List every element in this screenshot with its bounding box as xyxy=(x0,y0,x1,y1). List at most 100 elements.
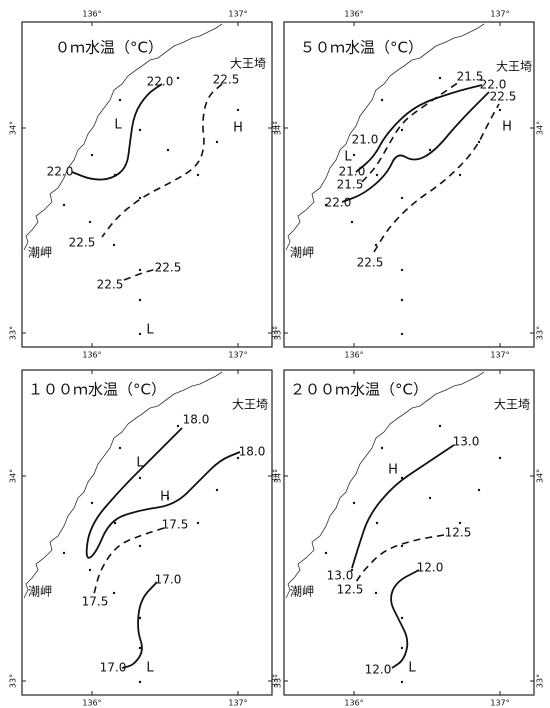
station xyxy=(428,496,432,500)
station xyxy=(90,153,94,157)
lat-label: 34° xyxy=(271,469,280,483)
coastline xyxy=(23,23,223,251)
isotherm-solid xyxy=(121,581,158,669)
place-label: 大王埼 xyxy=(230,57,266,71)
station xyxy=(477,140,481,144)
contour-label: 22.0 xyxy=(325,196,352,210)
contour-label: 22.5 xyxy=(490,90,517,104)
station xyxy=(90,501,94,505)
pressure-marker: L xyxy=(146,323,154,338)
station xyxy=(324,203,328,207)
contour-label: 22.5 xyxy=(155,261,182,275)
station xyxy=(352,501,356,505)
station xyxy=(138,476,142,480)
station xyxy=(400,616,404,620)
pressure-marker: H xyxy=(388,463,398,478)
pressure-marker: L xyxy=(146,661,154,676)
lat-label: 33° xyxy=(536,326,545,340)
station xyxy=(400,544,404,548)
isotherm-solid xyxy=(71,83,163,181)
pressure-marker: H xyxy=(502,120,512,135)
station xyxy=(350,568,354,572)
isotherm-dashed xyxy=(123,267,161,281)
station xyxy=(138,298,142,302)
station xyxy=(374,243,378,247)
lon-label: 137° xyxy=(490,10,509,19)
contour-label: 22.5 xyxy=(97,278,124,292)
station xyxy=(438,76,442,80)
contour-label: 18.0 xyxy=(183,413,210,427)
contour-label: 17.5 xyxy=(162,518,189,532)
station xyxy=(138,680,142,684)
station xyxy=(236,456,240,460)
station xyxy=(400,646,404,650)
lon-label: 137° xyxy=(490,699,509,708)
station xyxy=(138,616,142,620)
pressure-marker: L xyxy=(136,456,144,471)
lat-label: 34° xyxy=(9,121,18,135)
lat-label: 34° xyxy=(9,469,18,483)
lon-label: 137° xyxy=(228,699,247,708)
isotherm-solid xyxy=(355,84,483,173)
pressure-marker: H xyxy=(233,121,243,136)
lat-label: 33° xyxy=(536,674,545,688)
station xyxy=(215,488,219,492)
contour-label: 17.0 xyxy=(100,661,127,675)
station xyxy=(428,148,432,152)
station xyxy=(113,521,117,525)
contour-label: 21.0 xyxy=(339,165,366,179)
place-label: 潮岬 xyxy=(290,245,314,260)
contour-label: 22.0 xyxy=(480,78,507,92)
station xyxy=(176,424,180,428)
station xyxy=(498,456,502,460)
pressure-marker: L xyxy=(408,661,416,676)
station xyxy=(118,446,122,450)
map-panel: ２００ｍ水温（°C）大王埼潮岬13.012.513.012.512.012.0H… xyxy=(271,369,545,708)
coastline xyxy=(285,371,485,599)
coastline xyxy=(23,371,223,599)
station xyxy=(62,203,66,207)
lat-label: 33° xyxy=(274,674,283,688)
isotherm-dashed xyxy=(373,103,500,253)
station xyxy=(138,268,142,272)
station xyxy=(62,551,66,555)
lat-label: 33° xyxy=(9,674,18,688)
lat-label: 34° xyxy=(536,469,545,483)
station xyxy=(400,196,404,200)
contour-label: 22.5 xyxy=(357,256,384,270)
lon-label: 136° xyxy=(82,351,101,360)
lon-label: 136° xyxy=(344,699,363,708)
lat-label: 34° xyxy=(274,121,283,135)
place-label: 潮岬 xyxy=(290,584,314,599)
contour-label: 21.5 xyxy=(337,178,364,192)
pressure-marker: H xyxy=(160,490,170,505)
contour-label: 17.5 xyxy=(82,595,109,609)
contour-label: 21.5 xyxy=(457,70,484,84)
contour-label: 12.5 xyxy=(337,583,364,597)
station xyxy=(88,220,92,224)
pressure-marker: L xyxy=(114,118,122,133)
coastline xyxy=(285,23,485,251)
lat-label: 33° xyxy=(271,326,280,340)
panel-frame xyxy=(21,21,273,348)
contour-label: 22.0 xyxy=(147,75,174,89)
station xyxy=(400,128,404,132)
place-label: 大王埼 xyxy=(496,60,532,74)
panel-title: ５０ｍ水温（°C） xyxy=(300,39,423,57)
station xyxy=(176,76,180,80)
station xyxy=(215,140,219,144)
station xyxy=(138,196,142,200)
contour-label: 13.0 xyxy=(453,435,480,449)
place-label: 大王埼 xyxy=(494,398,530,412)
lat-label: 33° xyxy=(271,674,280,688)
map-panel: ５０ｍ水温（°C）大王埼潮岬21.522.022.521.021.021.522… xyxy=(271,10,545,360)
station xyxy=(350,220,354,224)
place-label: 潮岬 xyxy=(28,584,52,599)
isotherm-dashed xyxy=(101,83,223,238)
lon-label: 136° xyxy=(82,10,101,19)
station xyxy=(138,128,142,132)
station xyxy=(112,243,116,247)
station xyxy=(400,332,404,336)
station xyxy=(88,568,92,572)
